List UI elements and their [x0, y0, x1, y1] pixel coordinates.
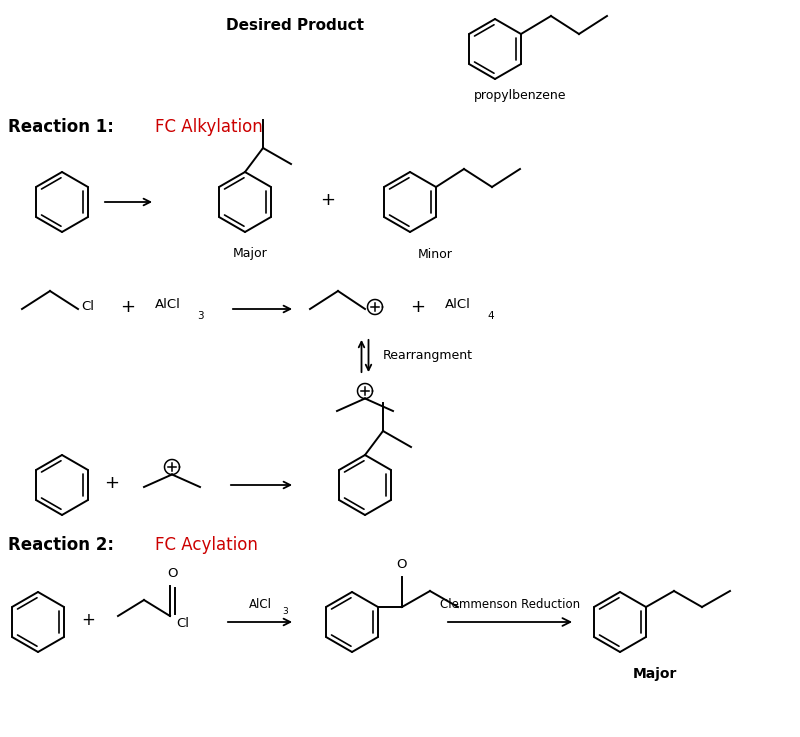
- Text: Desired Product: Desired Product: [226, 18, 364, 32]
- Text: +: +: [321, 191, 335, 209]
- Text: Clemmenson Reduction: Clemmenson Reduction: [440, 598, 580, 610]
- Text: Reaction 1:: Reaction 1:: [8, 118, 114, 136]
- Text: AlCl: AlCl: [249, 598, 271, 612]
- Text: +: +: [121, 298, 135, 316]
- Text: AlCl: AlCl: [155, 298, 181, 312]
- Text: propylbenzene: propylbenzene: [474, 88, 566, 102]
- Text: Minor: Minor: [418, 248, 453, 260]
- Text: 3: 3: [282, 607, 288, 616]
- Text: Reaction 2:: Reaction 2:: [8, 536, 114, 554]
- Text: FC Alkylation: FC Alkylation: [155, 118, 262, 136]
- Text: 4: 4: [487, 311, 494, 321]
- Text: FC Acylation: FC Acylation: [155, 536, 258, 554]
- Text: O: O: [167, 567, 178, 580]
- Text: 3: 3: [197, 311, 204, 321]
- Text: +: +: [105, 474, 119, 492]
- Text: AlCl: AlCl: [445, 298, 471, 312]
- Text: Major: Major: [233, 248, 267, 260]
- Text: +: +: [81, 611, 95, 629]
- Text: Major: Major: [633, 667, 677, 681]
- Text: O: O: [397, 558, 407, 571]
- Text: Rearrangment: Rearrangment: [383, 349, 473, 363]
- Text: Cl: Cl: [176, 617, 189, 630]
- Text: Cl: Cl: [81, 301, 94, 313]
- Text: +: +: [410, 298, 426, 316]
